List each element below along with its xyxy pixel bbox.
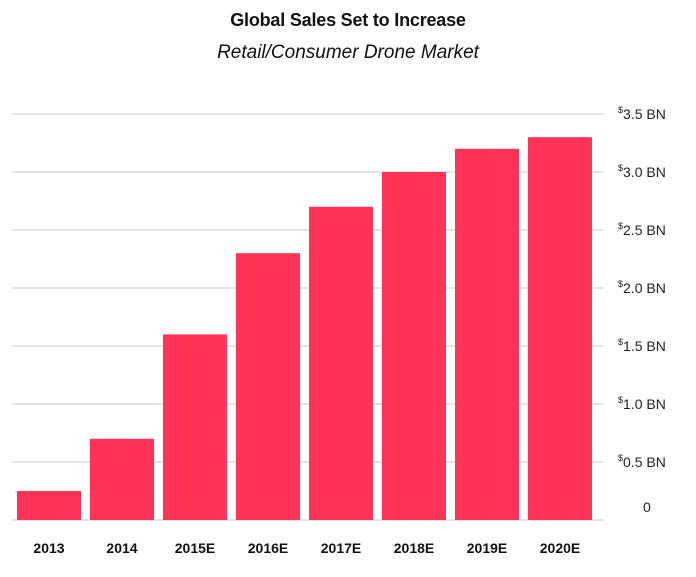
y-tick-label: $2.5 BN — [618, 221, 666, 238]
x-tick-label: 2018E — [394, 540, 434, 556]
x-tick-label: 2013 — [33, 540, 64, 556]
bar — [309, 206, 373, 521]
y-tick-label: $1.0 BN — [618, 395, 666, 412]
x-tick-label: 2017E — [321, 540, 361, 556]
bar — [90, 438, 154, 520]
x-tick-label: 2015E — [175, 540, 215, 556]
y-tick-label: 0 — [643, 499, 651, 515]
y-tick-label: $3.0 BN — [618, 163, 666, 180]
bar — [236, 253, 300, 520]
bar — [163, 334, 227, 520]
y-tick-label: $0.5 BN — [618, 453, 666, 470]
bar — [382, 172, 446, 520]
x-tick-label: 2020E — [540, 540, 580, 556]
chart-subtitle: Retail/Consumer Drone Market — [217, 42, 479, 63]
bar — [455, 148, 519, 521]
x-tick-label: 2016E — [248, 540, 288, 556]
x-tick-label: 2019E — [467, 540, 507, 556]
x-tick-label: 2014 — [106, 540, 137, 556]
y-tick-label: $2.0 BN — [618, 279, 666, 296]
y-tick-label: $1.5 BN — [618, 337, 666, 354]
y-tick-label: $3.5 BN — [618, 105, 666, 122]
chart-title: Global Sales Set to Increase — [230, 10, 466, 30]
bar — [528, 137, 592, 520]
bar — [17, 491, 81, 520]
